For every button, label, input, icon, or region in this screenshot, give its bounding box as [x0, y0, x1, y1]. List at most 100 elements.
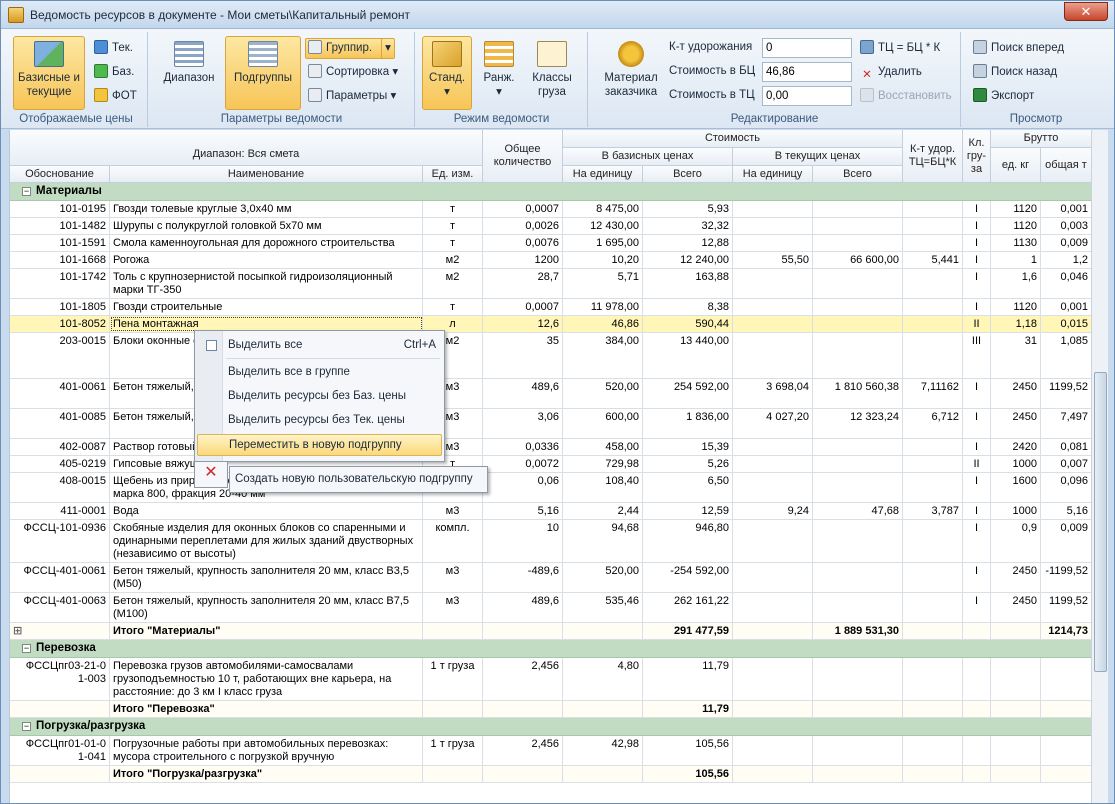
- table-row[interactable]: 101-1805 Гвозди строительные т 0,0007 11 978…: [10, 299, 1091, 316]
- collapse-icon[interactable]: −: [22, 186, 31, 196]
- customer-material-button[interactable]: Материал заказчика: [595, 36, 667, 110]
- group-total-row[interactable]: ⊞ Итого "Материалы" 291 477,59 1 889 531,30…: [10, 623, 1091, 640]
- menu-select-no-base[interactable]: Выделить ресурсы без Баз. цены: [228, 390, 407, 402]
- scroll-thumb[interactable]: [1094, 372, 1107, 672]
- formula-button[interactable]: ТЦ = БЦ * К: [857, 38, 957, 59]
- table-row[interactable]: 101-8052 Пена монтажная л 12,6 46,86 590,44 II…: [10, 316, 1091, 333]
- table-cell: т: [423, 299, 483, 315]
- table-row[interactable]: 401-0085 Бетон тяжелый, (М150) м3 3,06 600,0…: [10, 409, 1091, 439]
- submenu-create-subgroup[interactable]: Создать новую пользовательскую подгруппу: [229, 466, 488, 493]
- header-base-total[interactable]: Всего: [643, 166, 733, 183]
- table-row[interactable]: ФССЦ-401-0063 Бетон тяжелый, крупность за…: [10, 593, 1091, 623]
- table-cell: 10: [483, 520, 563, 562]
- baz-label: Баз.: [112, 66, 135, 78]
- close-button[interactable]: ✕: [1064, 2, 1108, 21]
- table-row[interactable]: 401-0061 Бетон тяжелый, (М50) м3 489,6 520,0…: [10, 379, 1091, 409]
- header-cur-total[interactable]: Всего: [813, 166, 903, 183]
- table-row[interactable]: 411-0001 Вода м3 5,16 2,44 12,59 9,24 47,68 3,78…: [10, 503, 1091, 520]
- menu-select-no-cur[interactable]: Выделить ресурсы без Тек. цены: [228, 414, 405, 426]
- header-brutto-kg[interactable]: ед. кг: [991, 148, 1041, 183]
- table-cell: 0,046: [1041, 269, 1091, 298]
- table-row[interactable]: 402-0087 Раствор готовый м3 0,0336 458,00 15,…: [10, 439, 1091, 456]
- table-row[interactable]: ФССЦ-401-0061 Бетон тяжелый, крупность за…: [10, 563, 1091, 593]
- header-cur-per-unit[interactable]: На единицу: [733, 166, 813, 183]
- menu-select-all[interactable]: Выделить все Ctrl+A: [197, 334, 442, 356]
- k-input[interactable]: 0: [762, 38, 852, 58]
- collapse-icon[interactable]: −: [22, 721, 31, 731]
- group-caption-edit: Редактирование: [730, 113, 819, 125]
- fot-toggle[interactable]: ФОТ: [91, 86, 143, 107]
- delete-button[interactable]: ✕ Удалить: [857, 62, 957, 83]
- find-next-button[interactable]: Поиск вперед: [970, 38, 1090, 59]
- tc-input[interactable]: 0,00: [762, 86, 852, 106]
- header-class[interactable]: Кл. гру-за: [963, 130, 991, 183]
- table-cell: Гипсовые вяжущ: [110, 456, 423, 472]
- vertical-scrollbar[interactable]: [1091, 130, 1108, 803]
- table-cell: 0,009: [1041, 520, 1091, 562]
- fot-label: ФОТ: [112, 90, 137, 102]
- grouping-dropdown[interactable]: ▾: [381, 38, 395, 59]
- find-prev-button[interactable]: Поиск назад: [970, 62, 1090, 83]
- header-basis[interactable]: Обоснование: [10, 166, 110, 183]
- window-title: Ведомость ресурсов в документе - Мои сме…: [30, 8, 411, 22]
- delete-label: Удалить: [878, 66, 922, 78]
- header-name[interactable]: Наименование: [110, 166, 423, 183]
- subgroups-icon: [248, 41, 278, 67]
- collapse-icon[interactable]: −: [22, 643, 31, 653]
- grouping-button[interactable]: Группир.: [305, 38, 391, 59]
- table-cell: 946,80: [643, 520, 733, 562]
- table-cell: 1 695,00: [563, 235, 643, 251]
- export-button[interactable]: Экспорт: [970, 86, 1090, 107]
- baz-toggle[interactable]: Баз.: [91, 62, 143, 83]
- restore-button[interactable]: Восстановить: [857, 86, 957, 107]
- bc-input[interactable]: 46,86: [762, 62, 852, 82]
- table-row[interactable]: 101-1668 Рогожа м2 1200 10,20 12 240,00 55,50 6…: [10, 252, 1091, 269]
- sorting-button[interactable]: Сортировка ▾: [305, 62, 405, 83]
- ribbon-group-prices: Базисные и текущие Тек. Баз. ФОТ Отображ…: [5, 32, 148, 127]
- ribbon-group-params: Диапазон Подгруппы Группир. ▾ Сортировка…: [149, 32, 415, 127]
- range-button[interactable]: Диапазон: [157, 36, 221, 110]
- table-row[interactable]: ФССЦ-101-0936 Скобяные изделия для оконны…: [10, 520, 1091, 563]
- group-header[interactable]: − Погрузка/разгрузка: [10, 718, 1091, 736]
- header-base-per-unit[interactable]: На единицу: [563, 166, 643, 183]
- header-cost: Стоимость: [563, 130, 903, 148]
- group-total-row[interactable]: Итого "Погрузка/разгрузка" 105,56: [10, 766, 1091, 783]
- params-button[interactable]: Параметры ▾: [305, 86, 405, 107]
- base-and-current-button[interactable]: Базисные и текущие: [13, 36, 85, 110]
- header-brutto-t[interactable]: общая т: [1041, 148, 1091, 183]
- table-cell: [813, 593, 903, 622]
- menu-move-new-subgroup[interactable]: Переместить в новую подгруппу: [197, 434, 442, 456]
- table-cell: 489,6: [483, 593, 563, 622]
- header-unit[interactable]: Ед. изм.: [423, 166, 483, 183]
- table-row[interactable]: ФССЦпг01-01-0 1-041 Погрузочные работы пр…: [10, 736, 1091, 766]
- header-k[interactable]: К-т удор. ТЦ=БЦ*К: [903, 130, 963, 183]
- header-qty[interactable]: Общее количество: [483, 130, 563, 183]
- standard-mode-button[interactable]: Станд. ▾: [422, 36, 472, 110]
- tek-toggle[interactable]: Тек.: [91, 38, 143, 59]
- subgroups-button[interactable]: Подгруппы: [225, 36, 301, 110]
- table-cell: 31: [991, 333, 1041, 378]
- restore-icon: [860, 88, 874, 102]
- table-cell: 15,39: [643, 439, 733, 455]
- table-row[interactable]: 101-1742 Толь с крупнозернистой посыпкой …: [10, 269, 1091, 299]
- table-cell: 1120: [991, 299, 1041, 315]
- rank-mode-button[interactable]: Ранж. ▾: [476, 36, 522, 110]
- menu-select-group[interactable]: Выделить все в группе: [228, 366, 350, 378]
- tc-label: Стоимость в ТЦ: [669, 89, 755, 101]
- table-cell: м3: [423, 563, 483, 592]
- total-cell: [563, 623, 643, 639]
- group-header[interactable]: − Материалы: [10, 183, 1091, 201]
- cargo-classes-button[interactable]: Классы груза: [524, 36, 580, 110]
- group-header[interactable]: − Перевозка: [10, 640, 1091, 658]
- table-row[interactable]: 101-1591 Смола каменноугольная для дорожн…: [10, 235, 1091, 252]
- table-row[interactable]: 101-1482 Шурупы с полукруглой головкой 5х…: [10, 218, 1091, 235]
- table-row[interactable]: 101-0195 Гвозди толевые круглые 3,0х40 мм…: [10, 201, 1091, 218]
- table-cell: ФССЦпг01-01-0 1-041: [10, 736, 110, 765]
- tek-icon: [94, 40, 108, 54]
- table-row[interactable]: ФССЦпг03-21-0 1-003 Перевозка грузов авто…: [10, 658, 1091, 701]
- group-total-row[interactable]: Итого "Перевозка" 11,79: [10, 701, 1091, 718]
- table-row[interactable]: 405-0219 Гипсовые вяжущ т 0,0072 729,98 5,26 I…: [10, 456, 1091, 473]
- table-cell: 2450: [991, 563, 1041, 592]
